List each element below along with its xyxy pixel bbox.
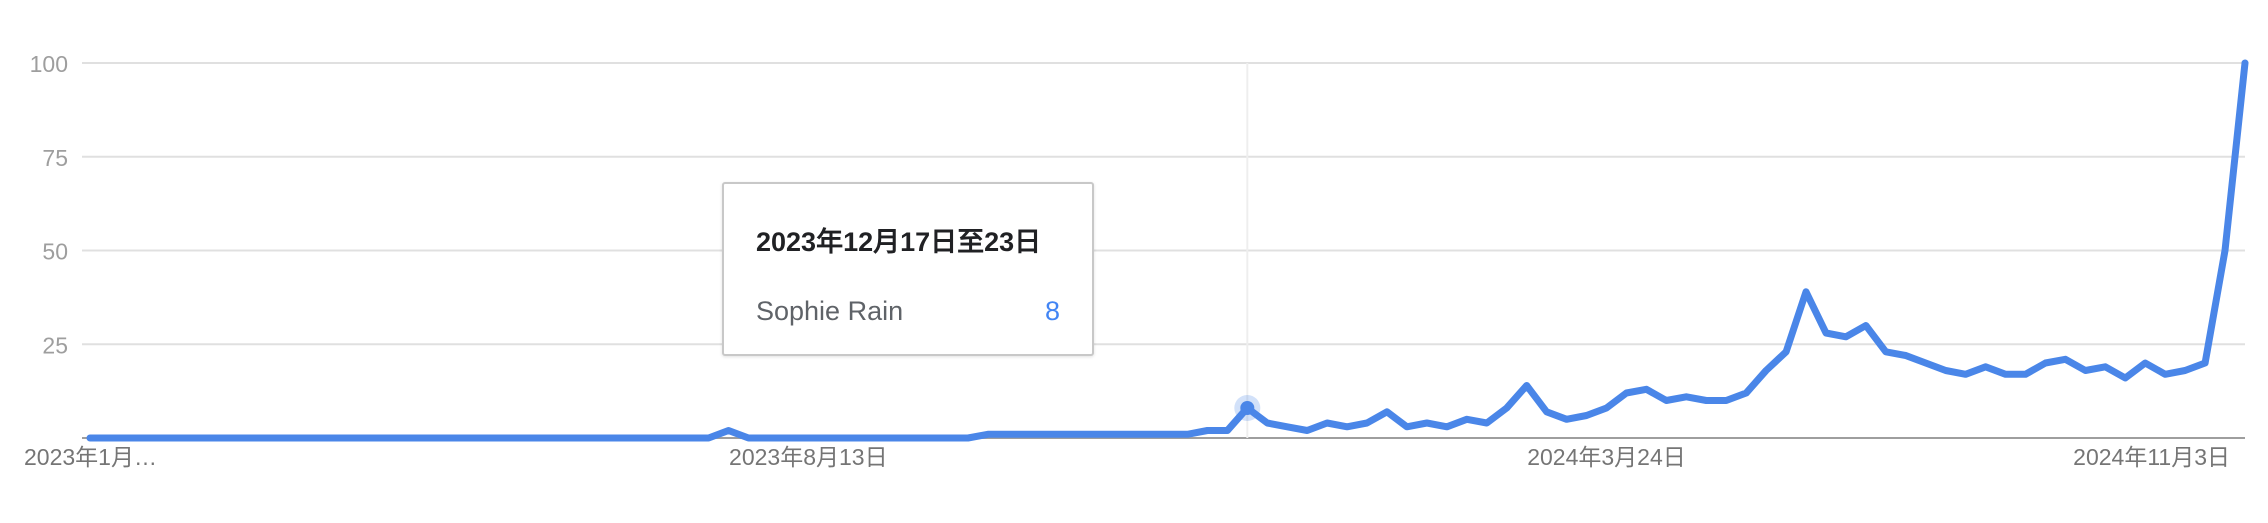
x-tick-label: 2024年11月3日 xyxy=(2073,444,2230,470)
tooltip-date: 2023年12月17日至23日 xyxy=(756,227,1042,257)
x-tick-label: 2023年1月… xyxy=(24,444,157,470)
series-line-sophie-rain xyxy=(86,59,2249,442)
highlight-point xyxy=(1240,401,1255,415)
y-tick-label: 75 xyxy=(42,145,68,171)
x-tick-label: 2024年3月24日 xyxy=(1527,444,1686,470)
tooltip-value: 8 xyxy=(1044,296,1060,326)
y-tick-label: 50 xyxy=(42,239,68,265)
tooltip-series-name: Sophie Rain xyxy=(756,296,904,326)
y-tick-label: 25 xyxy=(42,332,68,358)
y-tick-label: 100 xyxy=(30,51,68,77)
x-tick-label: 2023年8月13日 xyxy=(729,444,888,470)
chart-tooltip: 2023年12月17日至23日 Sophie Rain 8 xyxy=(722,182,1094,356)
